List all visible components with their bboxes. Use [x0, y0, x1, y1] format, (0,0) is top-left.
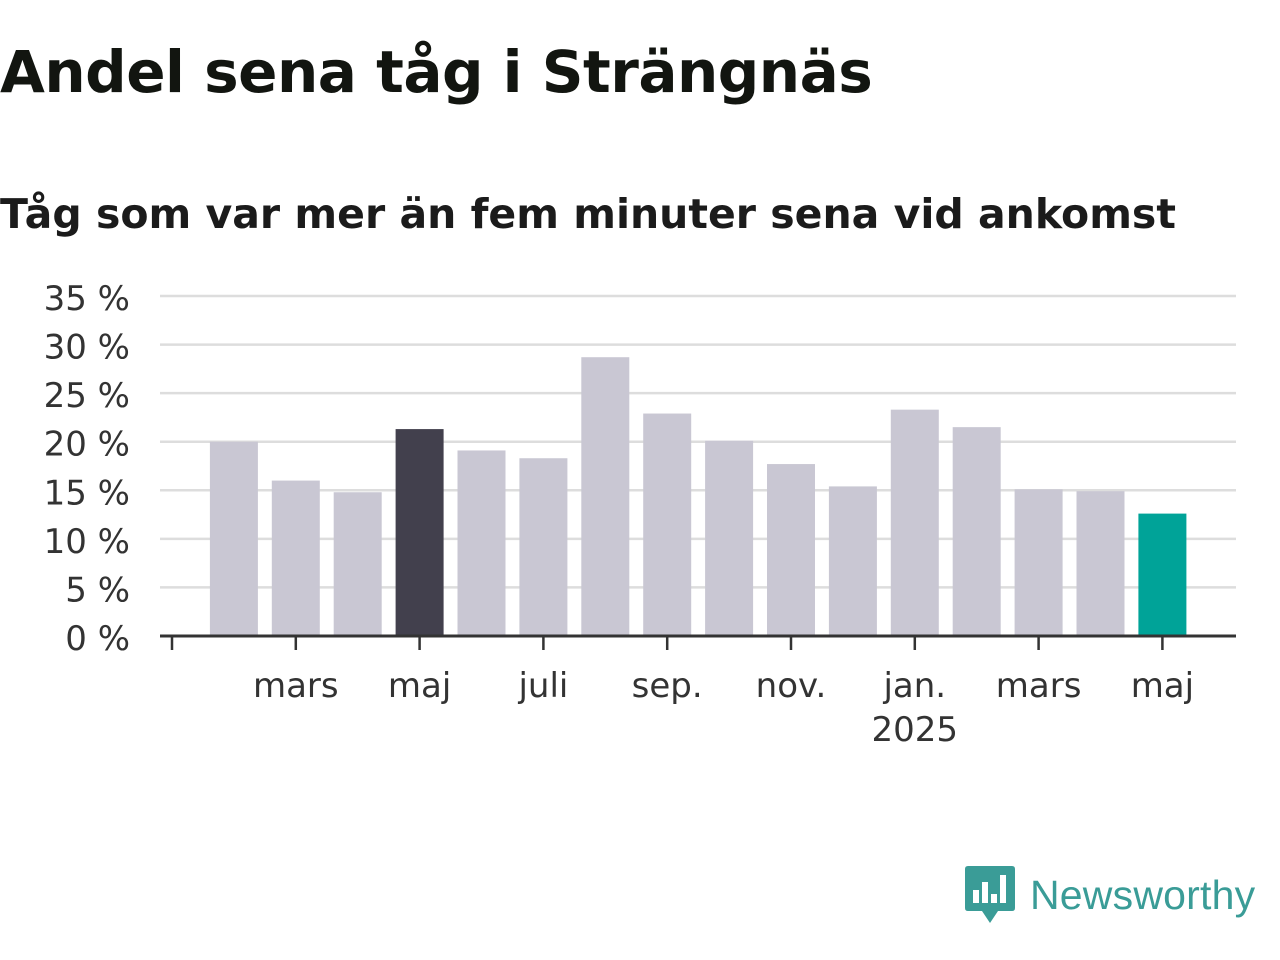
y-tick-label: 20 %: [44, 425, 130, 465]
bar-2025-05: [1138, 513, 1187, 636]
x-tick-label: mars: [996, 666, 1082, 706]
x-tick-label: juli: [517, 666, 568, 706]
x-tick-label: nov.: [756, 666, 827, 706]
bar-2025-03: [1014, 489, 1063, 636]
y-tick-label: 35 %: [44, 279, 130, 319]
y-tick-label: 25 %: [44, 376, 130, 416]
bar-2024-09: [643, 413, 692, 636]
bar-2024-05: [395, 429, 444, 636]
bar-chart: 0 % 5 % 10 % 15 % 20 % 25 % 30 % 35 % mars maj jul…: [44, 279, 1236, 750]
chart-title: Andel sena tåg i Strängnäs: [0, 38, 873, 106]
y-tick-label: 15 %: [44, 473, 130, 513]
x-tick-label: maj: [1131, 666, 1194, 706]
chart-subtitle: Tåg som var mer än fem minuter sena vid …: [0, 190, 1176, 238]
newsworthy-chat-bars-icon: [965, 866, 1015, 923]
bar-2024-10: [705, 440, 754, 636]
y-tick-label: 10 %: [44, 522, 130, 562]
bar-2024-02: [209, 441, 258, 636]
bar-2024-12: [828, 486, 877, 636]
bar-2025-02: [952, 427, 1001, 636]
x-tick-label: jan.: [882, 666, 946, 706]
bar-2024-06: [457, 450, 506, 636]
x-tick-label: maj: [388, 666, 451, 706]
y-tick-label: 0 %: [65, 619, 130, 659]
y-tick-label: 5 %: [65, 570, 130, 610]
x-tick-label: mars: [253, 666, 339, 706]
bar-2025-04: [1076, 491, 1125, 636]
bar-2024-08: [581, 357, 630, 636]
x-tick-sublabel: 2025: [872, 710, 959, 750]
bar-2024-07: [519, 458, 568, 636]
brand-name: Newsworthy: [1030, 871, 1256, 918]
x-tick-label: sep.: [632, 666, 703, 706]
bar-2024-04: [333, 492, 382, 636]
y-tick-label: 30 %: [44, 328, 130, 368]
bar-2024-11: [767, 464, 815, 636]
bar-2025-01: [890, 409, 939, 636]
bar-2024-03: [271, 480, 320, 636]
newsworthy-logo: Newsworthy: [964, 864, 1255, 926]
